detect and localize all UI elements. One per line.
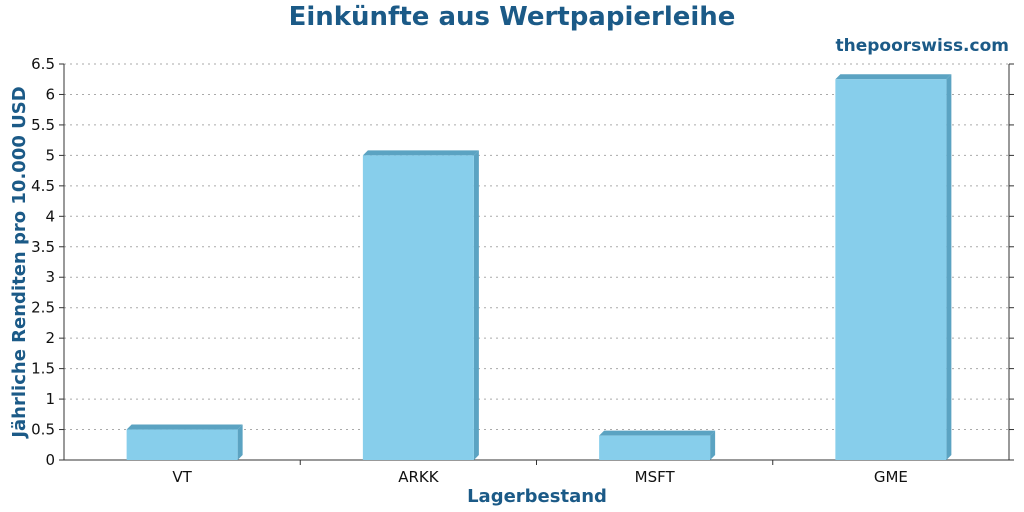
x-tick-label: MSFT [635,468,676,486]
bar-top-face [835,74,952,80]
bar-side-face [237,424,243,460]
y-tick-label: 4.5 [31,177,55,195]
y-tick-label: 0 [45,451,55,469]
y-tick-label: 4 [45,207,55,225]
y-tick-label: 3.5 [31,238,55,256]
bar-gme [835,74,952,460]
x-tick-label: ARKK [398,468,440,486]
y-tick-label: 6 [45,85,55,103]
y-tick-label: 2.5 [31,299,55,317]
bar-msft [599,430,716,460]
y-tick-label: 1 [45,390,55,408]
x-axis-label: Lagerbestand [467,486,607,507]
watermark: thepoorswiss.com [836,36,1010,56]
y-tick-label: 0.5 [31,421,55,439]
bar-top-face [126,424,243,430]
y-tick-label: 3 [45,268,55,286]
x-tick-label: GME [874,468,908,486]
x-tick-labels: VT ARKK MSFT GME [172,468,907,486]
y-tick-label: 1.5 [31,360,55,378]
bars [126,74,952,460]
y-tick-label: 5 [45,146,55,164]
bar-arkk [362,150,479,460]
bar-front-face [599,435,711,460]
bar-side-face [946,74,952,460]
bar-front-face [362,155,474,460]
bar-front-face [126,429,238,460]
bar-top-face [362,150,479,156]
bar-side-face [473,150,479,460]
y-tick-label: 5.5 [31,116,55,134]
y-tick-label: 2 [45,329,55,347]
x-tick-label: VT [172,468,192,486]
y-tick-label: 6.5 [31,55,55,73]
bar-top-face [599,430,716,436]
y-tick-labels: 0 0.5 1 1.5 2 2.5 3 3.5 4 4.5 5 5.5 6 6.5 [31,55,55,469]
chart-title: Einkünfte aus Wertpapierleihe [289,2,736,32]
y-axis-label: Jährliche Renditen pro 10.000 USD [9,86,30,439]
bar-front-face [835,79,947,460]
bar-side-face [710,430,716,460]
bar-vt [126,424,243,460]
